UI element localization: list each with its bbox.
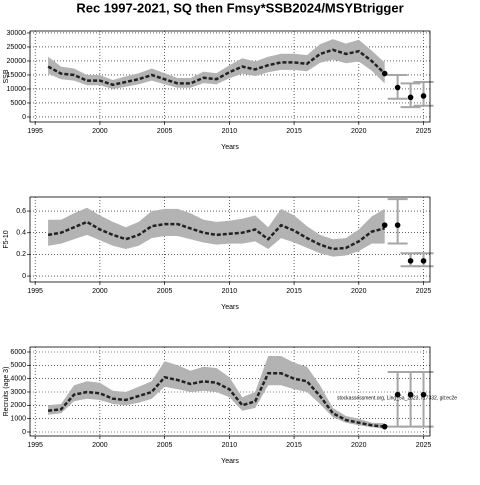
confidence-band — [48, 207, 385, 257]
x-tick-label: 2010 — [222, 128, 238, 135]
y-tick-label: 0.2 — [16, 251, 26, 258]
forecast-point — [394, 84, 401, 91]
x-tick-label: 2025 — [416, 128, 432, 135]
annotation: stockassessment.org, Ling_5a_2023, r1733… — [337, 395, 457, 401]
confidence-band — [48, 356, 385, 429]
y-tick-label: 1000 — [10, 416, 26, 423]
x-tick-label: 2000 — [92, 288, 108, 295]
x-tick-label: 1995 — [27, 288, 43, 295]
y-tick-label: 0.4 — [16, 230, 26, 237]
y-tick-label: 0 — [22, 429, 26, 436]
y-tick-label: 10000 — [7, 86, 27, 93]
forecast-point — [420, 258, 427, 264]
forecast-point — [407, 258, 414, 264]
y-axis-label: SSB — [3, 69, 10, 83]
x-tick-label: 1995 — [27, 442, 43, 449]
x-tick-label: 2005 — [157, 442, 173, 449]
forecast-point — [420, 391, 427, 398]
x-tick-label: 2025 — [416, 288, 432, 295]
forecast-point — [381, 222, 388, 228]
error-bar — [387, 198, 408, 245]
y-tick-label: 0.6 — [16, 208, 26, 215]
x-axis-label: Years — [221, 304, 239, 311]
x-tick-label: 2020 — [351, 442, 367, 449]
y-tick-label: 3000 — [10, 389, 26, 396]
y-tick-label: 15000 — [7, 72, 27, 79]
x-tick-label: 2020 — [351, 288, 367, 295]
y-tick-label: 0 — [22, 114, 26, 121]
forecast-point — [407, 94, 414, 101]
forecast-point — [394, 391, 401, 398]
x-tick-label: 2015 — [286, 442, 302, 449]
x-tick-label: 2000 — [92, 128, 108, 135]
forecast-point — [407, 391, 414, 398]
forecast-point — [381, 423, 388, 430]
x-tick-label: 1995 — [27, 128, 43, 135]
y-tick-label: 5000 — [10, 100, 26, 107]
plot-frame — [29, 346, 431, 437]
plot-frame — [29, 196, 431, 283]
y-tick-label: 25000 — [7, 44, 27, 51]
forecast-point — [394, 222, 401, 228]
x-tick-label: 2025 — [416, 442, 432, 449]
y-axis-label: Recruits (age 3) — [3, 367, 10, 417]
x-axis-label: Years — [221, 458, 239, 465]
y-tick-label: 0 — [22, 273, 26, 280]
estimate-line — [47, 220, 385, 251]
estimate-line — [47, 48, 386, 87]
y-tick-label: 5000 — [10, 362, 26, 369]
y-tick-label: 30000 — [7, 30, 27, 37]
x-tick-label: 2020 — [351, 128, 367, 135]
x-axis-label: Years — [221, 144, 239, 151]
x-tick-label: 2005 — [157, 288, 173, 295]
x-tick-label: 2015 — [286, 288, 302, 295]
y-axis-label: F5-10 — [3, 230, 10, 248]
forecast-point — [420, 93, 427, 99]
y-tick-label: 4000 — [10, 376, 26, 383]
plot-frame — [29, 30, 431, 123]
confidence-band — [48, 39, 385, 89]
x-tick-label: 2000 — [92, 442, 108, 449]
x-tick-label: 2010 — [222, 288, 238, 295]
estimate-line — [47, 372, 385, 428]
x-tick-label: 2005 — [157, 128, 173, 135]
figure-title: Rec 1997-2021, SQ then Fmsy*SSB2024/MSYB… — [76, 0, 403, 15]
x-tick-label: 2010 — [222, 442, 238, 449]
forecast-point — [381, 70, 388, 77]
x-tick-label: 2015 — [286, 128, 302, 135]
y-tick-label: 6000 — [10, 349, 26, 356]
y-tick-label: 20000 — [7, 58, 27, 65]
y-tick-label: 2000 — [10, 402, 26, 409]
